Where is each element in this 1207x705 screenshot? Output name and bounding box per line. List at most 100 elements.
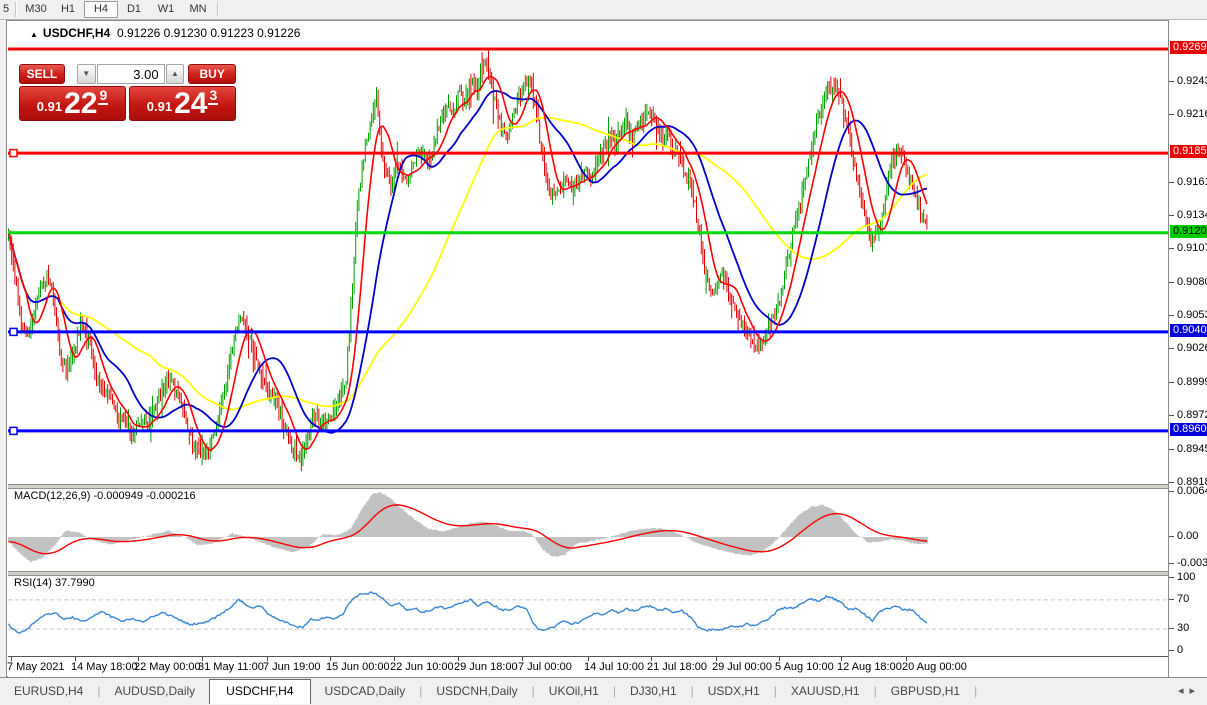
date-label: 7 Jul 00:00 bbox=[518, 661, 572, 673]
sell-price-prefix: 0.91 bbox=[36, 99, 63, 114]
date-tick bbox=[138, 657, 139, 661]
volume-down-button[interactable]: ▼ bbox=[76, 64, 96, 84]
timeframe-button-5[interactable]: 5 bbox=[2, 3, 10, 15]
timeframe-button-d1[interactable]: D1 bbox=[126, 3, 142, 15]
volume-input[interactable] bbox=[96, 64, 165, 84]
price-tick bbox=[1169, 382, 1174, 384]
hline-anchor[interactable] bbox=[9, 148, 18, 158]
tab-separator: | bbox=[419, 684, 423, 698]
date-label: 12 Aug 18:00 bbox=[837, 661, 902, 673]
price-tick bbox=[1169, 491, 1174, 493]
date-tick bbox=[11, 657, 12, 661]
price-tick bbox=[1169, 248, 1174, 250]
date-tick bbox=[779, 657, 780, 661]
price-tick-label: 0.89990 bbox=[1177, 376, 1207, 389]
price-line-badge: 0.92699 bbox=[1170, 41, 1207, 54]
date-label: 20 Aug 00:00 bbox=[902, 661, 967, 673]
hline-anchor[interactable] bbox=[9, 327, 18, 337]
price-tick bbox=[1169, 563, 1174, 565]
price-tick bbox=[1169, 628, 1174, 630]
rsi-tick-label: 70 bbox=[1177, 592, 1190, 605]
date-label: 15 Jun 00:00 bbox=[326, 661, 390, 673]
hline-anchor[interactable] bbox=[9, 426, 18, 436]
price-tick-label: 0.90535 bbox=[1177, 308, 1207, 321]
price-tick bbox=[1169, 598, 1174, 600]
panel-separator[interactable] bbox=[8, 571, 1168, 576]
sell-button[interactable]: SELL bbox=[19, 64, 65, 84]
date-tick bbox=[267, 657, 268, 661]
rsi-label: RSI(14) 37.7990 bbox=[14, 577, 95, 589]
price-line-badge: 0.90405 bbox=[1170, 323, 1207, 337]
tab-separator: | bbox=[974, 684, 978, 698]
buy-price-display[interactable]: 0.91 24 3 bbox=[129, 86, 236, 121]
tab-usdchf-h4[interactable]: USDCHF,H4 bbox=[209, 679, 311, 704]
tab-usdcnh-daily[interactable]: USDCNH,Daily bbox=[436, 684, 518, 698]
price-axis[interactable]: 0.92430 0.92160 0.91615 0.91345 0.91075 0.908… bbox=[1168, 20, 1207, 677]
date-axis[interactable]: 7 May 2021 14 May 18:00 22 May 00:00 31 May… bbox=[7, 656, 1168, 678]
price-tick-label: 0.89720 bbox=[1177, 409, 1207, 422]
buy-button[interactable]: BUY bbox=[188, 64, 236, 84]
price-tick bbox=[1169, 415, 1174, 417]
tab-scroll-arrows[interactable]: ◂▸ bbox=[1178, 684, 1201, 697]
tab-gbpusd-h1[interactable]: GBPUSD,H1 bbox=[890, 684, 961, 698]
tab-scroll-right-icon[interactable]: ▸ bbox=[1189, 685, 1201, 697]
tab-usdx-h1[interactable]: USDX,H1 bbox=[707, 684, 760, 698]
volume-up-button[interactable]: ▲ bbox=[165, 64, 185, 84]
timeframe-button-h4[interactable]: H4 bbox=[84, 1, 118, 18]
chart-ohlc: 0.91226 0.91230 0.91223 0.91226 bbox=[116, 26, 301, 40]
price-tick bbox=[1169, 481, 1174, 483]
chart-canvas[interactable]: ▲ USDCHF,H4 0.91226 0.91230 0.91223 0.912… bbox=[7, 21, 1168, 678]
tab-scroll-left-icon[interactable]: ◂ bbox=[1177, 685, 1190, 697]
main-price-chart[interactable] bbox=[8, 21, 1168, 484]
date-label: 22 May 00:00 bbox=[134, 661, 201, 673]
date-tick bbox=[716, 657, 717, 661]
tab-audusd-daily[interactable]: AUDUSD,Daily bbox=[114, 684, 196, 698]
rsi-tick-label: 100 bbox=[1177, 571, 1196, 583]
timeframe-button-w1[interactable]: W1 bbox=[157, 3, 175, 15]
date-label: 7 Jun 19:00 bbox=[263, 661, 321, 673]
sell-price-display[interactable]: 0.91 22 9 bbox=[19, 86, 126, 121]
price-tick bbox=[1169, 650, 1174, 651]
tab-ukoil-h1[interactable]: UKOil,H1 bbox=[548, 684, 599, 698]
price-tick bbox=[1169, 448, 1174, 450]
price-tick bbox=[1169, 81, 1174, 83]
buy-price-pip: 3 bbox=[208, 87, 219, 105]
price-tick bbox=[1169, 281, 1174, 283]
timeframe-button-m30[interactable]: M30 bbox=[25, 3, 47, 15]
price-tick-label: 0.89450 bbox=[1177, 442, 1207, 455]
tab-usdcad-daily[interactable]: USDCAD,Daily bbox=[324, 684, 406, 698]
macd-chart[interactable] bbox=[8, 487, 1168, 571]
price-tick bbox=[1169, 577, 1174, 578]
rsi-tick-label: 30 bbox=[1177, 622, 1190, 635]
price-tick-label: 0.92430 bbox=[1177, 75, 1207, 88]
sell-price-big: 22 bbox=[64, 87, 98, 120]
date-label: 21 Jul 18:00 bbox=[647, 661, 707, 673]
panel-separator[interactable] bbox=[8, 484, 1168, 489]
rsi-chart[interactable] bbox=[8, 574, 1168, 655]
toolbar-separator bbox=[15, 2, 17, 17]
date-label: 22 Jun 10:00 bbox=[390, 661, 454, 673]
tab-xauusd-h1[interactable]: XAUUSD,H1 bbox=[790, 684, 860, 698]
date-label: 31 May 11:00 bbox=[198, 661, 264, 673]
tab-dj30-h1[interactable]: DJ30,H1 bbox=[629, 684, 677, 698]
timeframe-button-mn[interactable]: MN bbox=[189, 3, 207, 15]
price-tick bbox=[1169, 114, 1174, 116]
macd-tick-label: 0.00647 bbox=[1177, 485, 1207, 498]
collapse-icon[interactable]: ▲ bbox=[30, 30, 38, 39]
price-tick-label: 0.90805 bbox=[1177, 275, 1207, 288]
tab-separator: | bbox=[773, 684, 777, 698]
price-line-badge: 0.91208 bbox=[1170, 224, 1207, 238]
date-label: 7 May 2021 bbox=[7, 661, 65, 673]
timeframe-button-h1[interactable]: H1 bbox=[60, 3, 76, 15]
sell-price-pip: 9 bbox=[98, 87, 109, 105]
date-label: 29 Jul 00:00 bbox=[712, 661, 772, 673]
price-tick bbox=[1169, 214, 1174, 216]
price-tick bbox=[1169, 181, 1174, 183]
tab-eurusd-h4[interactable]: EURUSD,H4 bbox=[14, 684, 84, 698]
price-tick-label: 0.91615 bbox=[1177, 175, 1207, 188]
price-line-badge: 0.89602 bbox=[1170, 422, 1207, 436]
date-tick bbox=[330, 657, 331, 661]
macd-tick-label: -0.00391 bbox=[1177, 557, 1207, 570]
date-tick bbox=[841, 657, 842, 661]
